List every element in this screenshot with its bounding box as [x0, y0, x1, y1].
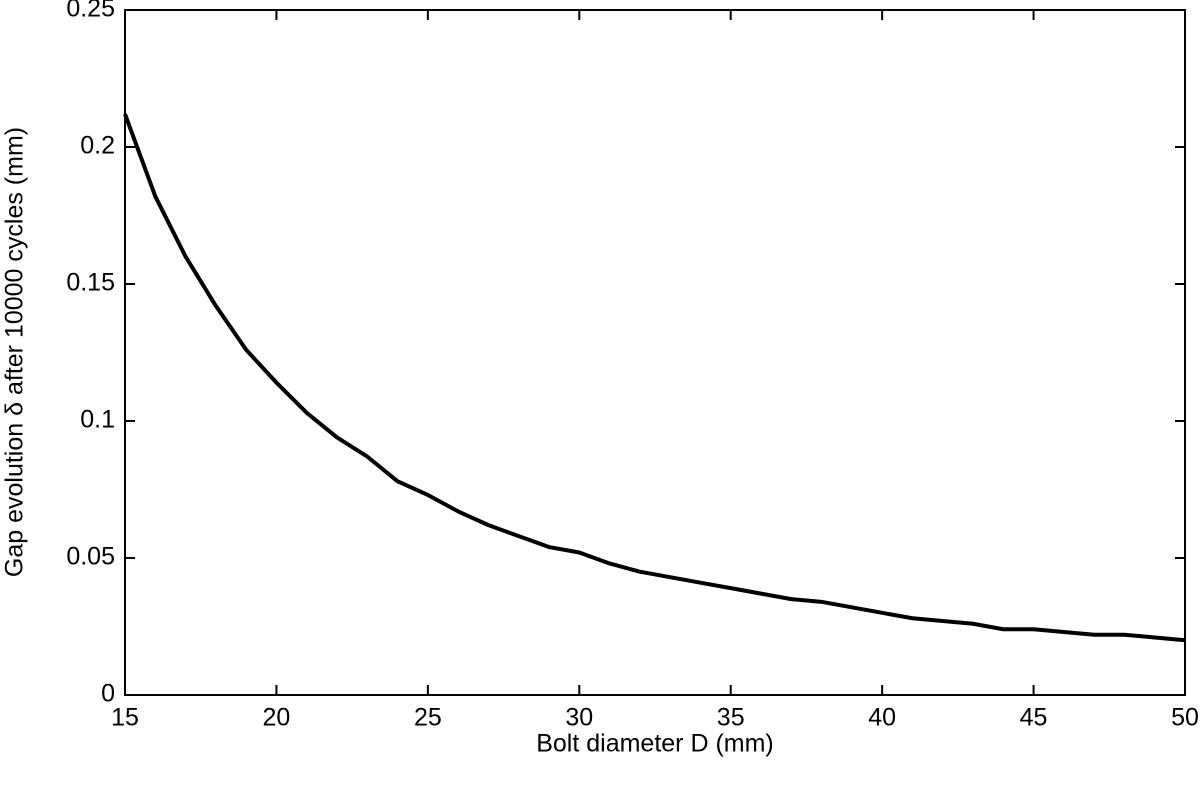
- y-tick-label: 0.15: [66, 269, 115, 297]
- y-tick-label: 0: [101, 680, 115, 708]
- x-tick-label: 35: [717, 704, 745, 732]
- x-tick-label: 25: [414, 704, 442, 732]
- x-tick-label: 50: [1171, 704, 1199, 732]
- plot-frame: [124, 9, 1186, 696]
- y-axis-label: Gap evolution δ after 10000 cycles (mm): [1, 127, 29, 577]
- y-tick-label: 0.2: [80, 132, 115, 160]
- x-tick-label: 40: [868, 704, 896, 732]
- x-tick-label: 30: [565, 704, 593, 732]
- y-tick-label: 0.1: [80, 406, 115, 434]
- x-axis-label: Bolt diameter D (mm): [536, 730, 774, 758]
- y-tick-label: 0.25: [66, 0, 115, 23]
- x-tick-label: 45: [1020, 704, 1048, 732]
- x-tick-label: 20: [263, 704, 291, 732]
- data-line: [123, 113, 1186, 643]
- y-tick-label: 0.05: [66, 543, 115, 571]
- x-tick-label: 15: [111, 704, 139, 732]
